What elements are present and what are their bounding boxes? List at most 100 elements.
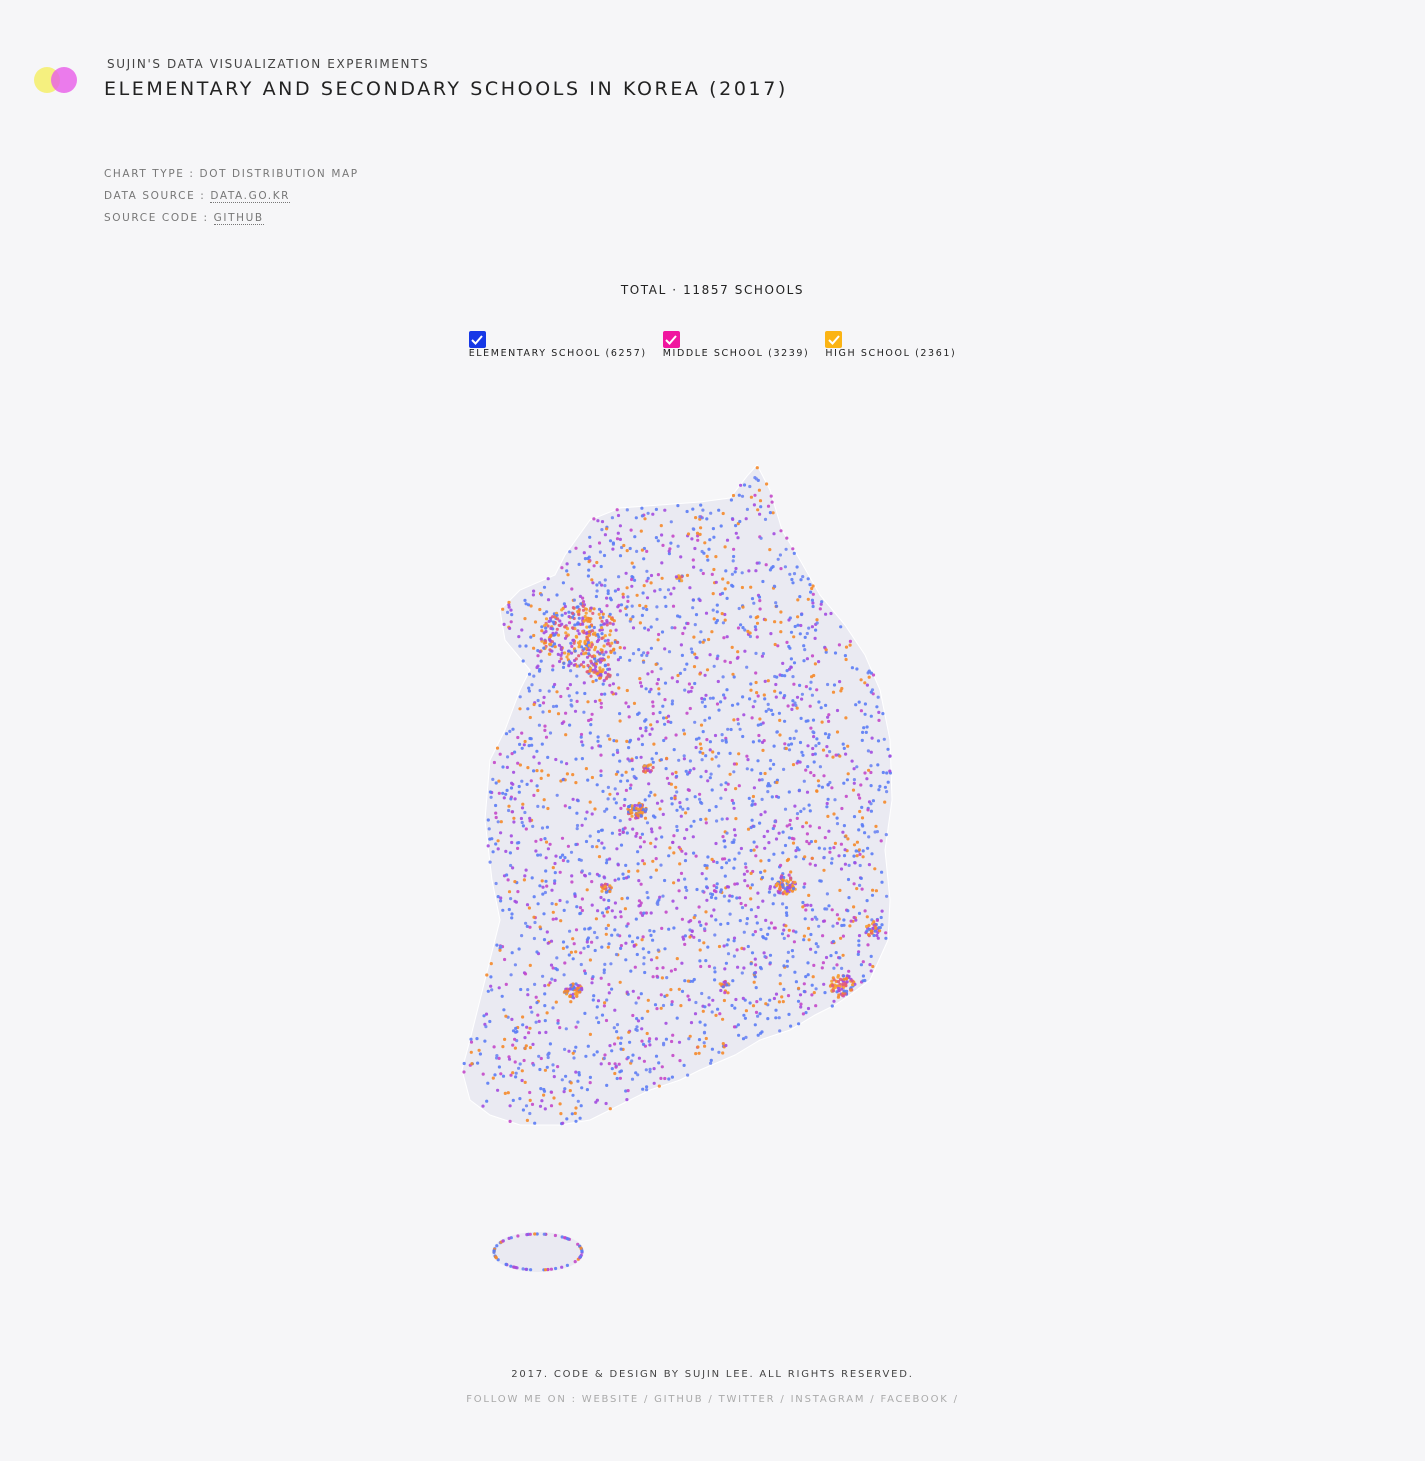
school-dot bbox=[588, 958, 593, 962]
school-dot bbox=[649, 763, 653, 767]
school-dot bbox=[637, 648, 641, 652]
school-dot bbox=[575, 823, 580, 828]
social-link[interactable]: TWITTER bbox=[718, 1394, 776, 1405]
school-dot bbox=[588, 609, 592, 613]
school-dot bbox=[530, 876, 534, 880]
school-dot bbox=[520, 746, 524, 750]
school-dot bbox=[540, 769, 544, 773]
school-dot bbox=[636, 807, 641, 811]
school-dot bbox=[528, 816, 532, 820]
school-dot bbox=[710, 630, 714, 634]
school-dot bbox=[603, 885, 607, 889]
school-dot bbox=[580, 740, 584, 744]
school-dot bbox=[714, 555, 718, 559]
school-dot bbox=[738, 727, 742, 731]
school-dot bbox=[580, 897, 585, 901]
checkbox[interactable] bbox=[662, 331, 680, 348]
school-dot bbox=[726, 921, 730, 926]
school-dot bbox=[680, 653, 685, 657]
school-dot bbox=[810, 586, 814, 591]
school-dot bbox=[549, 1090, 554, 1094]
school-dot bbox=[803, 635, 807, 639]
legend-item[interactable]: HIGH SCHOOL (2361) bbox=[825, 331, 956, 359]
total: TOTAL · 11857 SCHOOLS bbox=[620, 283, 805, 297]
meta-link[interactable]: DATA.GO.KR bbox=[210, 190, 291, 203]
legend-item[interactable]: MIDDLE SCHOOL (3239) bbox=[662, 331, 810, 359]
school-dot bbox=[708, 696, 713, 700]
school-dot bbox=[580, 1086, 584, 1090]
school-dot bbox=[790, 836, 794, 840]
school-dot bbox=[628, 1040, 632, 1044]
school-dot bbox=[733, 570, 737, 574]
school-dot bbox=[651, 859, 655, 863]
school-dot bbox=[732, 547, 736, 551]
school-dot bbox=[669, 520, 673, 524]
social-link[interactable]: INSTAGRAM bbox=[790, 1394, 866, 1405]
school-dot bbox=[534, 995, 538, 999]
school-dot bbox=[705, 898, 709, 902]
school-dot bbox=[566, 859, 570, 863]
school-dot bbox=[773, 893, 777, 897]
school-dot bbox=[600, 619, 604, 623]
school-dot bbox=[598, 668, 602, 673]
school-dot bbox=[544, 629, 548, 634]
school-dot bbox=[596, 633, 600, 637]
school-dot bbox=[599, 773, 603, 778]
school-dot bbox=[509, 797, 513, 801]
school-dot bbox=[567, 649, 571, 653]
school-dot bbox=[574, 1070, 578, 1074]
school-dot bbox=[820, 966, 824, 970]
school-dot bbox=[619, 946, 623, 951]
school-dot bbox=[660, 1065, 664, 1069]
checkbox[interactable] bbox=[825, 331, 843, 348]
school-dot bbox=[869, 954, 873, 959]
school-dot bbox=[792, 661, 797, 665]
school-dot bbox=[542, 1089, 547, 1093]
school-dot bbox=[572, 638, 576, 642]
school-dot bbox=[850, 979, 854, 983]
school-dot bbox=[708, 748, 712, 752]
checkbox[interactable] bbox=[468, 331, 486, 348]
school-dot bbox=[781, 851, 785, 855]
school-dot bbox=[578, 906, 583, 910]
school-dot bbox=[720, 866, 724, 870]
school-dot bbox=[526, 988, 530, 992]
school-dot bbox=[548, 1042, 553, 1046]
school-dot bbox=[822, 855, 826, 860]
school-dot bbox=[753, 930, 758, 934]
school-dot bbox=[691, 606, 695, 610]
school-dot bbox=[683, 877, 687, 881]
school-dot bbox=[732, 954, 737, 958]
school-dot bbox=[764, 709, 768, 713]
school-dot bbox=[803, 855, 807, 859]
school-dot bbox=[819, 602, 823, 606]
school-dot bbox=[755, 621, 760, 625]
school-dot bbox=[462, 1061, 466, 1066]
school-dot bbox=[572, 942, 576, 946]
school-dot bbox=[507, 603, 511, 607]
school-dot bbox=[604, 861, 609, 865]
school-dot bbox=[665, 993, 669, 997]
school-dot bbox=[857, 934, 862, 938]
school-dot bbox=[556, 1019, 560, 1023]
social-link[interactable]: FACEBOOK bbox=[880, 1394, 949, 1405]
social-link[interactable]: WEBSITE bbox=[581, 1394, 639, 1405]
school-dot bbox=[509, 834, 513, 838]
school-dot bbox=[732, 675, 736, 679]
school-dot bbox=[582, 681, 586, 685]
school-dot bbox=[830, 1004, 834, 1008]
school-dot bbox=[750, 883, 754, 887]
school-dot bbox=[532, 633, 536, 638]
legend-item[interactable]: ELEMENTARY SCHOOL (6257) bbox=[468, 331, 647, 359]
school-dot bbox=[538, 1104, 543, 1108]
meta-link[interactable]: GITHUB bbox=[213, 212, 264, 225]
social-link[interactable]: GITHUB bbox=[654, 1394, 704, 1405]
school-dot bbox=[722, 693, 726, 697]
school-dot bbox=[866, 808, 870, 812]
school-dot bbox=[640, 613, 645, 617]
school-dot bbox=[732, 840, 736, 844]
school-dot bbox=[703, 1005, 707, 1009]
school-dot bbox=[553, 881, 557, 885]
school-dot bbox=[552, 1075, 556, 1079]
school-dot bbox=[708, 653, 712, 657]
